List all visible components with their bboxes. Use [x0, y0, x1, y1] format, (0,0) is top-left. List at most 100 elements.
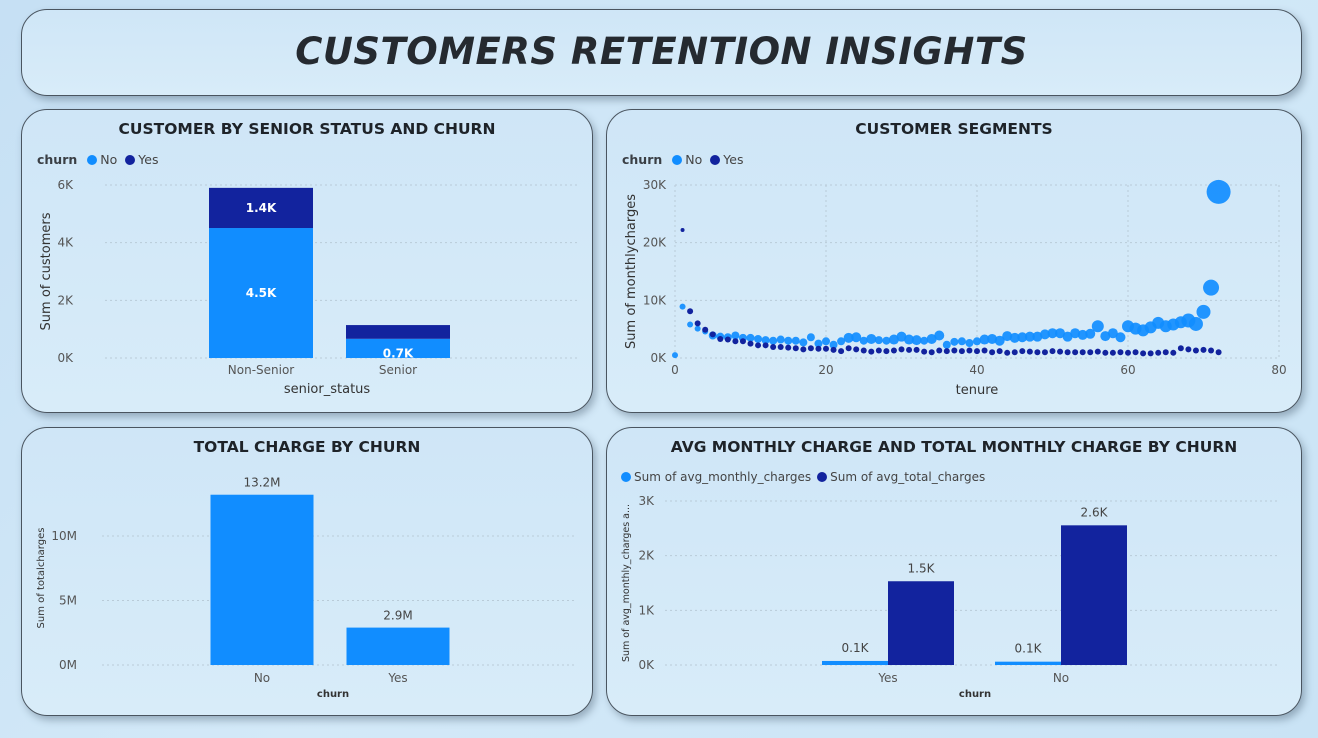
point-yes — [1162, 349, 1169, 356]
title-banner: CUSTOMERS RETENTION INSIGHTS — [21, 9, 1302, 96]
data-label: 13.2M — [243, 476, 280, 490]
point-no — [806, 333, 815, 342]
point-yes — [1072, 349, 1079, 356]
legend-item-avg-total[interactable]: Sum of avg_total_charges — [813, 470, 985, 484]
data-label: 1.5K — [908, 561, 936, 575]
point-yes — [958, 348, 965, 355]
point-no — [731, 331, 740, 340]
x-tick-label: No — [1053, 671, 1069, 685]
point-no — [1047, 328, 1058, 339]
total-charge-chart-card[interactable]: TOTAL CHARGE BY CHURN 0M 5M 10M 13.2M No 2.9M… — [21, 427, 593, 716]
avg-charge-chart-card[interactable]: AVG MONTHLY CHARGE AND TOTAL MONTHLY CHA… — [606, 427, 1302, 716]
point-no — [987, 333, 998, 344]
point-yes — [838, 348, 845, 355]
x-tick-label: 20 — [818, 363, 833, 377]
point-yes — [1011, 349, 1018, 356]
bar-avg-monthly — [822, 660, 888, 665]
point-no — [1188, 316, 1203, 331]
point-yes — [717, 335, 724, 342]
point-yes — [890, 347, 897, 354]
legend-item-no[interactable]: No — [83, 152, 117, 167]
legend-item-avg-monthly[interactable]: Sum of avg_monthly_charges — [621, 470, 811, 484]
point-yes — [1192, 347, 1199, 354]
legend-item-yes[interactable]: Yes — [706, 152, 743, 167]
point-yes — [747, 340, 754, 347]
point-no — [950, 337, 959, 346]
y-tick-label: 0M — [59, 658, 77, 672]
y-tick-label: 0K — [57, 351, 74, 365]
point-no — [1085, 328, 1096, 339]
point-yes — [860, 347, 867, 354]
x-tick-label: Yes — [877, 671, 897, 685]
point-yes — [1057, 348, 1064, 355]
data-label: 0.7K — [383, 346, 414, 360]
x-tick-label: Yes — [387, 671, 407, 685]
y-tick-label: 0K — [638, 658, 655, 672]
customer-segments-chart-card[interactable]: CUSTOMER SEGMENTS churn No Yes 0K 10K 20K 3… — [606, 109, 1302, 413]
point-no — [791, 336, 800, 345]
y-tick-label: 30K — [643, 178, 667, 192]
y-tick-label: 5M — [59, 594, 77, 608]
point-no — [799, 338, 808, 347]
chart-legend: churn No Yes — [622, 152, 743, 167]
point-yes — [762, 342, 769, 349]
x-tick-label: 0 — [671, 363, 679, 377]
avg-charge-plot: 0K 1K 2K 3K 0.1K 1.5K Yes 0.1K 2.6K No churn Sum of… — [621, 494, 1279, 700]
point-no — [965, 339, 974, 348]
legend-item-yes[interactable]: Yes — [121, 152, 158, 167]
legend-item-no[interactable]: No — [668, 152, 702, 167]
chart-title: CUSTOMER BY SENIOR STATUS AND CHURN — [118, 120, 496, 138]
point-no — [814, 339, 823, 348]
legend-dot-icon — [817, 472, 828, 482]
chart-title: TOTAL CHARGE BY CHURN — [193, 438, 421, 456]
point-yes — [928, 349, 935, 356]
bar-avg-monthly — [995, 661, 1061, 665]
point-yes — [981, 347, 988, 354]
bar-avg-total — [888, 581, 954, 665]
point-no — [911, 335, 922, 346]
chart-legend: Sum of avg_monthly_charges Sum of avg_to… — [621, 470, 985, 484]
point-yes — [739, 338, 746, 345]
point-yes — [815, 345, 822, 352]
y-tick-label: 20K — [643, 236, 667, 250]
point-no — [1055, 328, 1066, 339]
senior-status-chart-card[interactable]: CUSTOMER BY SENIOR STATUS AND CHURN chur… — [21, 109, 593, 413]
y-axis-title: Sum of customers — [39, 212, 54, 330]
point-no — [822, 337, 830, 346]
point-no — [920, 336, 929, 345]
y-tick-label: 1K — [638, 603, 655, 617]
point-no — [1017, 332, 1028, 343]
point-yes — [1004, 349, 1011, 356]
point-no — [1107, 328, 1118, 339]
point-yes — [875, 347, 882, 354]
point-no — [837, 337, 846, 346]
point-no — [942, 340, 951, 349]
point-no — [829, 340, 838, 349]
x-axis-title: senior_status — [284, 382, 371, 397]
point-yes — [755, 342, 762, 349]
legend-title: churn — [37, 152, 78, 167]
data-label: 1.4K — [246, 201, 277, 215]
point-no — [1196, 304, 1211, 319]
point-yes — [1200, 346, 1207, 353]
chart-title: AVG MONTHLY CHARGE AND TOTAL MONTHLY CHA… — [670, 438, 1238, 456]
point-yes — [913, 346, 920, 353]
point-no — [1062, 331, 1073, 342]
data-label: 2.6K — [1081, 505, 1109, 519]
point-yes — [680, 227, 685, 232]
point-yes — [1170, 349, 1177, 356]
point-yes — [1155, 349, 1162, 356]
point-yes — [687, 308, 694, 315]
y-tick-label: 0K — [650, 351, 667, 365]
data-label: 0.1K — [1015, 642, 1043, 656]
y-tick-label: 2K — [57, 293, 74, 307]
y-tick-label: 2K — [638, 549, 655, 563]
bar-avg-total — [1061, 525, 1127, 665]
y-tick-label: 10K — [643, 293, 667, 307]
bar-yes — [346, 325, 450, 339]
point-yes — [974, 348, 980, 355]
point-yes — [770, 344, 777, 351]
point-no — [934, 330, 945, 341]
point-yes — [1019, 348, 1026, 355]
point-no — [994, 335, 1005, 346]
